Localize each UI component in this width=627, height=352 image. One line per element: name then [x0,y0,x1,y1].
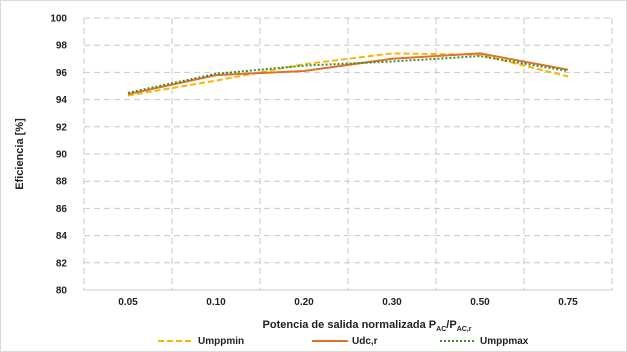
legend-label-0: Umppmin [198,336,244,347]
y-axis-title: Eficiencia [%] [14,118,26,190]
y-tick-label: 98 [56,41,68,52]
x-axis-title: Potencia de salida normalizada PAC/PAC,r [263,319,472,333]
y-tick-label: 100 [50,14,67,25]
y-tick-labels: 80 82 84 86 88 90 92 94 96 98 100 [50,14,67,297]
x-axis-title-main: Potencia de salida normalizada P [263,319,437,331]
legend-label-1: Udc,r [352,336,378,347]
y-tick-label: 88 [56,177,68,188]
y-tick-label: 86 [56,204,68,215]
legend-label-2: Umppmax [480,336,529,347]
x-tick-label: 0.05 [118,297,138,308]
x-axis-title-sub2: AC,r [457,326,472,333]
gridlines [83,17,613,291]
x-tick-label: 0.20 [294,297,314,308]
x-axis-title-mid: /P [446,319,456,331]
y-tick-label: 96 [56,68,68,79]
x-axis-title-sub1: AC [436,326,446,333]
y-tick-label: 80 [56,286,68,297]
y-tick-label: 84 [56,231,68,242]
y-tick-label: 92 [56,122,68,133]
legend: Umppmin Udc,r Umppmax [158,336,529,347]
series-line-2 [127,55,569,94]
y-tick-label: 90 [56,150,68,161]
x-tick-labels: 0.05 0.10 0.20 0.30 0.50 0.75 [118,297,578,308]
series-lines [127,52,569,97]
x-tick-label: 0.10 [206,297,226,308]
x-tick-label: 0.75 [558,297,578,308]
y-tick-label: 82 [56,258,68,269]
x-tick-label: 0.30 [382,297,402,308]
y-tick-label: 94 [56,95,68,106]
x-tick-label: 0.50 [470,297,490,308]
series-line-1 [127,52,569,96]
